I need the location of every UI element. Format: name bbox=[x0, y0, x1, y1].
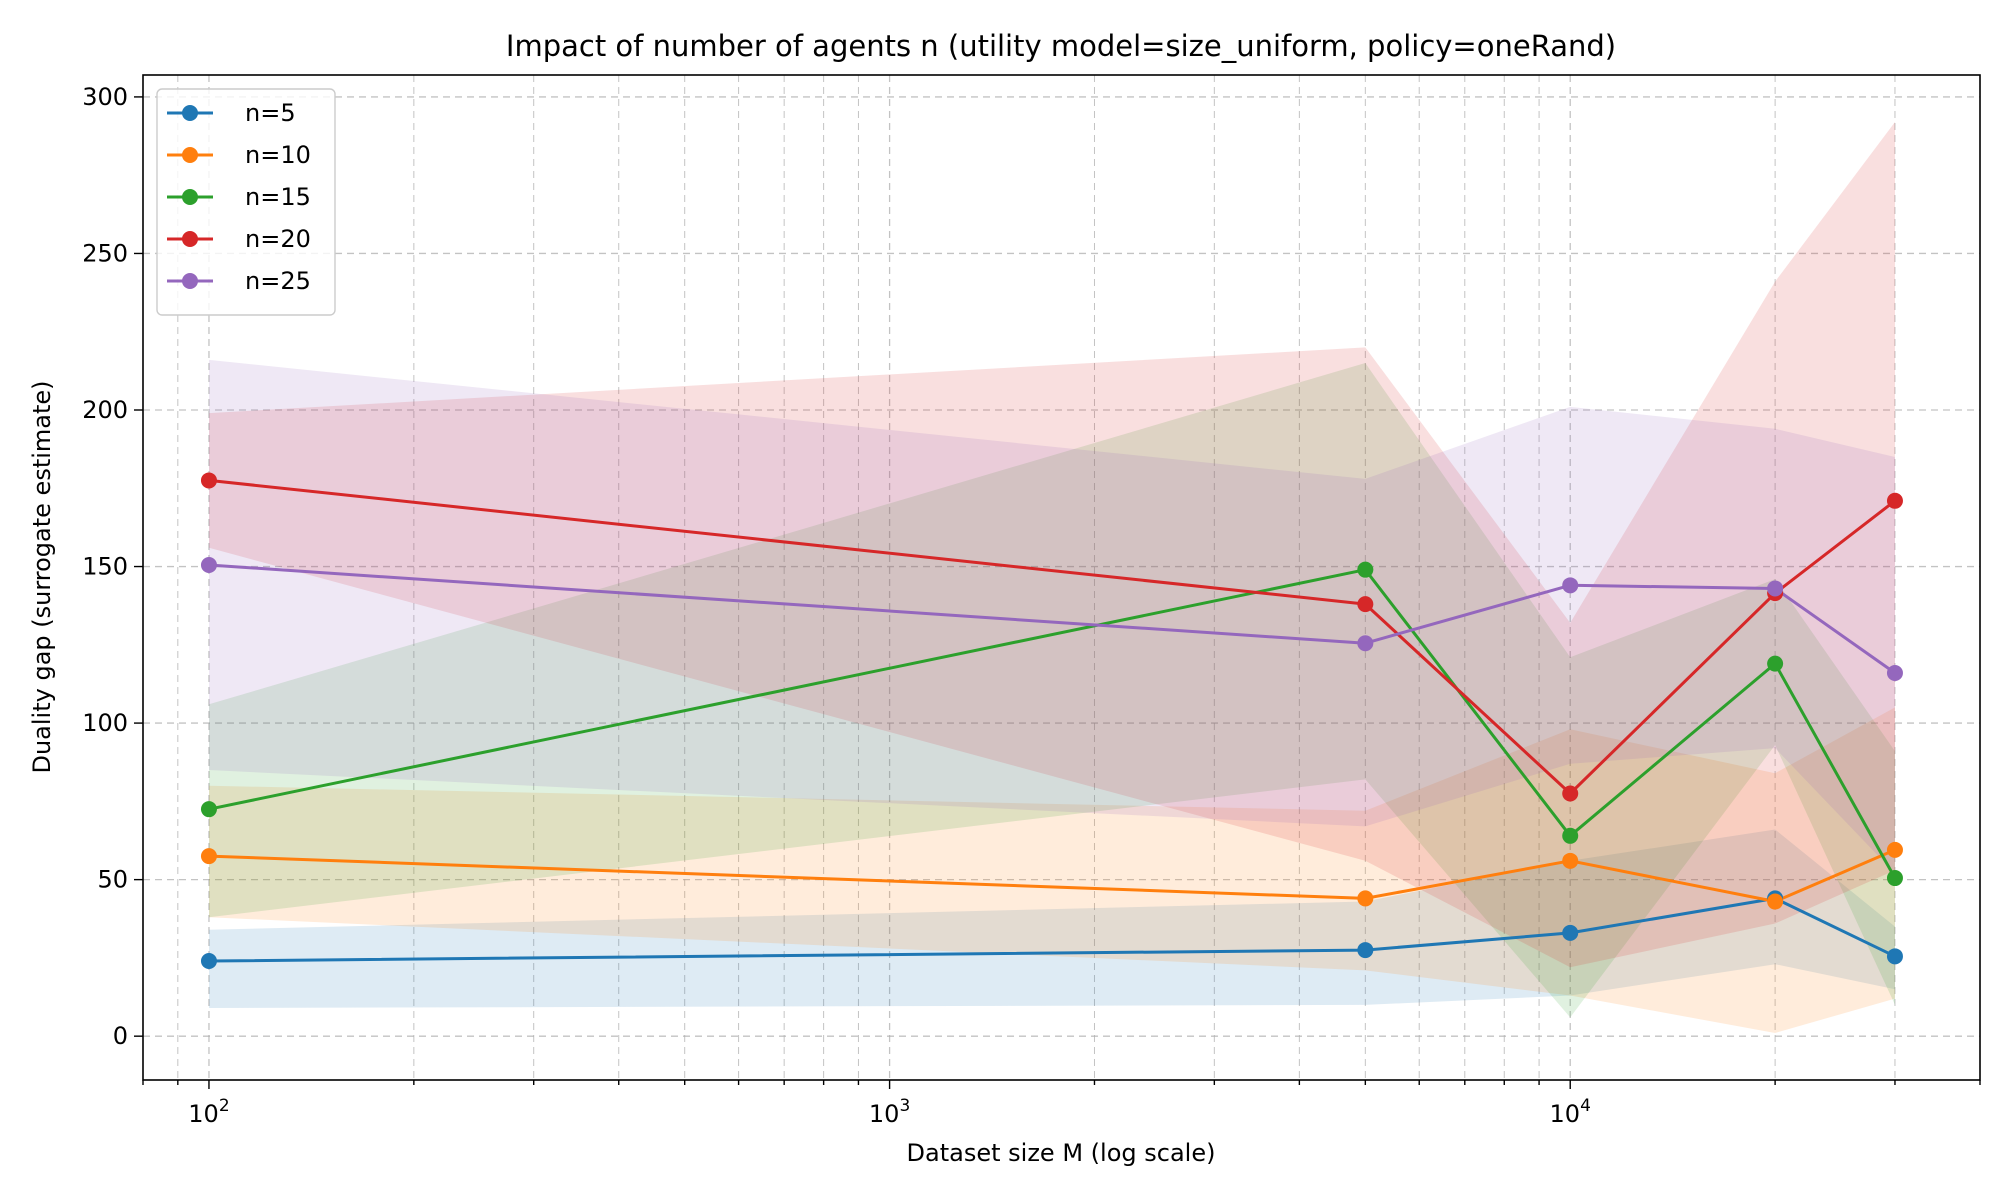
legend-marker bbox=[182, 189, 198, 205]
point-n=15 bbox=[1357, 561, 1374, 578]
y-tick-label: 200 bbox=[82, 396, 128, 424]
legend-label: n=15 bbox=[245, 183, 311, 211]
band-n=15 bbox=[209, 363, 1895, 1018]
point-n=20 bbox=[1357, 596, 1374, 613]
point-n=20 bbox=[200, 472, 217, 489]
y-tick-label: 0 bbox=[113, 1022, 128, 1050]
grid-layer bbox=[142, 75, 1981, 1080]
point-n=25 bbox=[1357, 635, 1374, 652]
band-n=5 bbox=[209, 829, 1895, 1008]
point-n=10 bbox=[1357, 890, 1374, 907]
point-n=20 bbox=[1562, 785, 1579, 802]
band-n=20 bbox=[209, 122, 1895, 968]
point-n=5 bbox=[1562, 924, 1579, 941]
y-axis-label: Duality gap (surrogate estimate) bbox=[28, 380, 56, 773]
point-n=5 bbox=[200, 953, 217, 970]
legend-marker bbox=[182, 273, 198, 289]
legend-marker bbox=[182, 105, 198, 121]
x-tick-label: 103 bbox=[869, 1096, 910, 1128]
legend-marker bbox=[182, 147, 198, 163]
point-n=25 bbox=[200, 556, 217, 573]
point-n=15 bbox=[1886, 870, 1903, 887]
point-n=10 bbox=[1886, 841, 1903, 858]
point-n=10 bbox=[1562, 852, 1579, 869]
band-n=10 bbox=[209, 707, 1895, 1033]
point-n=15 bbox=[1562, 827, 1579, 844]
x-tick-label: 104 bbox=[1550, 1096, 1591, 1128]
point-n=25 bbox=[1767, 580, 1784, 597]
y-tick-label: 150 bbox=[82, 553, 128, 581]
legend-label: n=25 bbox=[245, 267, 311, 295]
y-tick-label: 100 bbox=[82, 709, 128, 737]
band-n=25 bbox=[209, 359, 1895, 874]
series-points bbox=[200, 472, 1903, 970]
point-n=20 bbox=[1886, 492, 1903, 509]
point-n=15 bbox=[200, 801, 217, 818]
y-tick-label: 250 bbox=[82, 239, 128, 267]
point-n=25 bbox=[1562, 577, 1579, 594]
point-n=5 bbox=[1357, 942, 1374, 959]
plot-frame bbox=[142, 74, 1981, 1081]
chart-title: Impact of number of agents n (utility mo… bbox=[506, 29, 1616, 63]
y-tick-label: 300 bbox=[82, 83, 128, 111]
point-n=5 bbox=[1886, 948, 1903, 965]
point-n=15 bbox=[1767, 655, 1784, 672]
legend-label: n=10 bbox=[245, 141, 311, 169]
legend-box bbox=[156, 88, 336, 316]
legend-marker bbox=[182, 231, 198, 247]
point-n=25 bbox=[1886, 664, 1903, 681]
point-n=10 bbox=[200, 848, 217, 865]
legend-label: n=20 bbox=[245, 225, 311, 253]
legend-label: n=5 bbox=[245, 99, 296, 127]
point-n=10 bbox=[1767, 893, 1784, 910]
x-axis-label: Dataset size M (log scale) bbox=[907, 1139, 1216, 1167]
x-tick-label: 102 bbox=[188, 1096, 229, 1128]
y-tick-label: 50 bbox=[97, 866, 128, 894]
legend: n=5 n=10 n=15 n=20 n=25 bbox=[156, 88, 336, 316]
axis-ticks: 0 50 100 150 200 250 300 102 103 104 bbox=[82, 83, 1981, 1128]
confidence-bands bbox=[209, 122, 1895, 1033]
